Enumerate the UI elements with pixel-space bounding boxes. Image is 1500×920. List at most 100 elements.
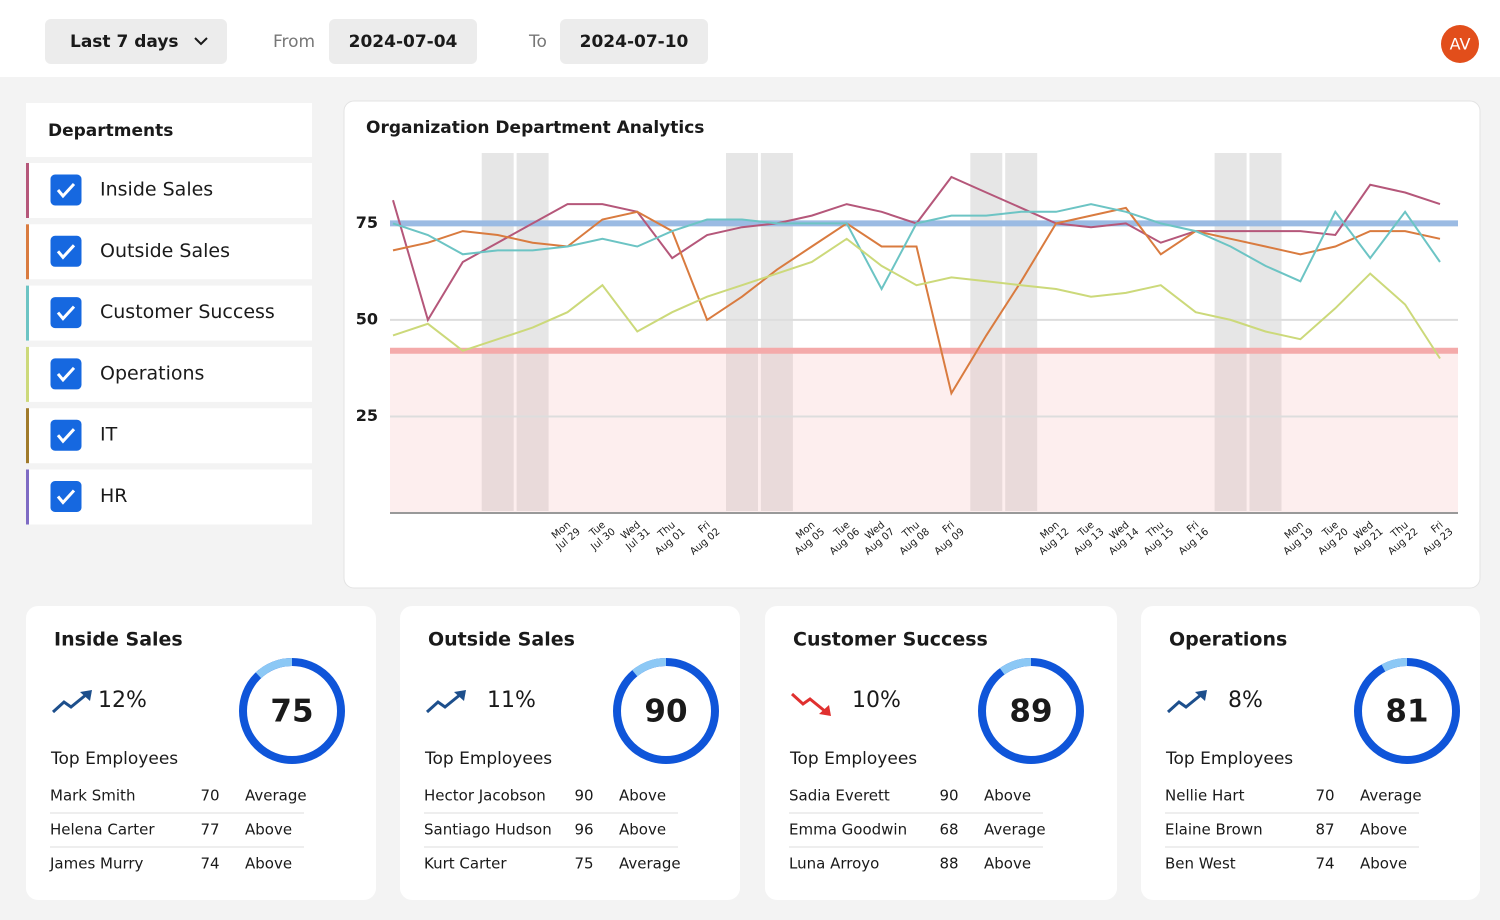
checkmark xyxy=(56,428,76,444)
checkbox[interactable] xyxy=(50,358,82,390)
sidebar-header xyxy=(26,103,312,157)
checkmark xyxy=(56,244,76,260)
employee-rating: Above xyxy=(984,855,1031,873)
employees-title: Top Employees xyxy=(1165,749,1293,769)
department-color xyxy=(26,163,29,218)
employee-rating: Average xyxy=(619,855,681,873)
chart-panel xyxy=(343,100,1481,589)
chevron xyxy=(194,37,208,46)
card-title: Outside Sales xyxy=(428,629,575,651)
checkbox[interactable] xyxy=(50,481,82,512)
employee-rating: Average xyxy=(984,821,1046,839)
trend-arrowhead xyxy=(819,705,831,716)
employee-rating: Average xyxy=(245,787,307,805)
trend-arc xyxy=(255,658,293,679)
y-tick-label: 75 xyxy=(356,213,378,232)
department-label: Inside Sales xyxy=(100,179,213,201)
employee-score: 96 xyxy=(574,821,593,839)
department-card xyxy=(1141,606,1480,900)
employee-rating: Above xyxy=(1360,821,1407,839)
avatar[interactable] xyxy=(1441,25,1479,63)
score-value: 81 xyxy=(1385,694,1428,730)
department-label: Operations xyxy=(100,362,204,384)
employees-title: Top Employees xyxy=(424,749,552,769)
y-tick-label: 25 xyxy=(356,406,378,425)
checkmark xyxy=(56,489,76,505)
trend-icon xyxy=(790,692,827,714)
trend-arrowhead xyxy=(80,690,92,701)
weekend-band xyxy=(726,153,758,511)
department-color xyxy=(26,469,29,525)
employee-rating: Above xyxy=(245,855,292,873)
employee-name: James Murry xyxy=(49,855,144,873)
top-bar xyxy=(0,0,1500,77)
checkmark xyxy=(56,366,76,383)
checkmark xyxy=(56,182,76,199)
employee-score: 77 xyxy=(200,821,219,839)
checkbox[interactable] xyxy=(50,297,82,329)
trend-arc xyxy=(632,658,667,677)
trend-icon xyxy=(51,692,88,714)
employee-score: 87 xyxy=(1315,821,1334,839)
trend-arrowhead xyxy=(1195,690,1207,701)
range-label: Last 7 days xyxy=(70,32,179,52)
low-zone xyxy=(390,350,1458,513)
weekend-band xyxy=(760,153,793,511)
department-label: Customer Success xyxy=(100,301,275,323)
range-dropdown[interactable] xyxy=(45,19,227,64)
employee-score: 68 xyxy=(939,821,958,839)
checkbox[interactable] xyxy=(50,174,82,206)
employee-rating: Average xyxy=(1360,787,1422,805)
from-label: From xyxy=(273,32,315,52)
employee-score: 90 xyxy=(939,787,958,805)
department-card xyxy=(765,606,1117,900)
to-date[interactable] xyxy=(560,19,708,64)
employee-score: 90 xyxy=(574,787,593,805)
to-label: To xyxy=(528,32,547,52)
trend-arc xyxy=(1381,658,1408,672)
y-tick-label: 50 xyxy=(356,309,378,328)
department-card xyxy=(400,606,740,900)
employee-name: Luna Arroyo xyxy=(789,855,879,873)
trend-icon xyxy=(425,692,462,714)
card-title: Inside Sales xyxy=(54,629,183,651)
department-label: Outside Sales xyxy=(100,240,230,262)
employee-name: Mark Smith xyxy=(50,787,135,805)
department-color xyxy=(26,408,29,464)
employee-rating: Above xyxy=(245,821,292,839)
card-title: Operations xyxy=(1169,629,1287,651)
series-line xyxy=(392,203,1441,292)
trend-icon xyxy=(1166,692,1203,714)
employee-name: Sadia Everett xyxy=(789,787,890,805)
employee-score: 74 xyxy=(200,855,219,873)
weekend-band xyxy=(1214,153,1247,511)
checkbox[interactable] xyxy=(50,419,82,451)
employee-rating: Above xyxy=(619,821,666,839)
employee-name: Helena Carter xyxy=(50,821,155,839)
score-value: 75 xyxy=(270,694,313,730)
trend-value: 10% xyxy=(852,688,901,713)
department-label: HR xyxy=(100,485,128,507)
from-date[interactable] xyxy=(329,19,477,64)
employee-name: Ben West xyxy=(1165,855,1236,873)
employee-name: Santiago Hudson xyxy=(424,821,552,839)
department-color xyxy=(26,285,29,341)
employee-score: 75 xyxy=(574,855,593,873)
employees-title: Top Employees xyxy=(789,749,917,769)
trend-arrowhead xyxy=(454,690,466,701)
employee-name: Hector Jacobson xyxy=(424,787,546,805)
avatar-initials: AV xyxy=(1450,35,1471,54)
employees-title: Top Employees xyxy=(50,749,178,769)
sidebar-title: Departments xyxy=(48,121,173,141)
chart-title: Organization Department Analytics xyxy=(366,118,704,138)
employee-name: Kurt Carter xyxy=(424,855,507,873)
trend-value: 11% xyxy=(487,688,536,713)
checkbox[interactable] xyxy=(50,235,82,267)
employee-score: 74 xyxy=(1315,855,1334,873)
department-label: IT xyxy=(100,424,118,446)
department-color xyxy=(26,346,29,402)
employee-name: Emma Goodwin xyxy=(789,821,907,839)
employee-score: 88 xyxy=(939,855,958,873)
trend-value: 12% xyxy=(98,688,147,713)
